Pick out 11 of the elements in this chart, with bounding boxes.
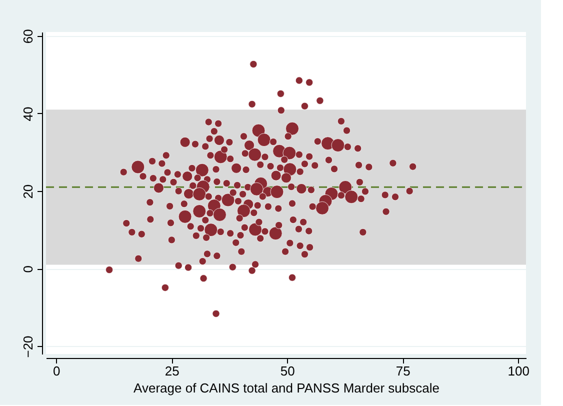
- y-tick-label: 40: [20, 106, 36, 122]
- x-tick-label: 100: [508, 364, 530, 378]
- y-tick-label: −20: [20, 336, 36, 358]
- x-axis-title: Average of CAINS total and PANSS Marder subscale: [134, 380, 440, 396]
- y-tick-label: 0: [20, 266, 36, 273]
- y-tick-label: 60: [20, 29, 36, 44]
- x-tick-label: 75: [396, 364, 410, 378]
- y-tick-label: 20: [20, 184, 36, 199]
- x-tick-label: 50: [280, 364, 295, 378]
- x-tick-label: 0: [53, 364, 60, 378]
- x-tick-label: 25: [164, 364, 180, 378]
